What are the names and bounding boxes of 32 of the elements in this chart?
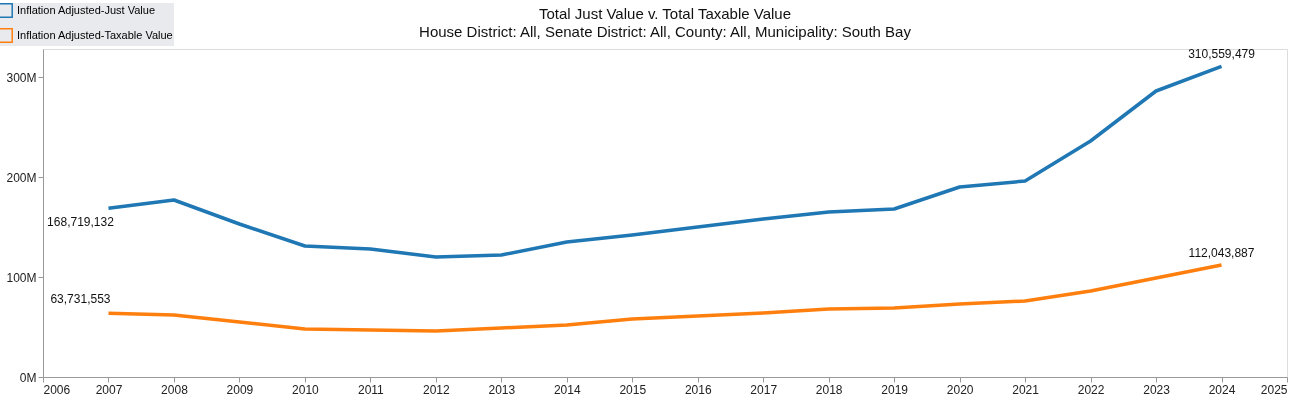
data-label: 63,731,553 [50, 292, 111, 307]
x-tick-label: 2022 [1077, 382, 1105, 397]
x-tick-label: 2006 [43, 382, 71, 397]
x-tick-label: 2025 [1260, 382, 1288, 397]
legend-label: Inflation Adjusted-Taxable Value [17, 28, 173, 41]
x-tick-label: 2009 [226, 382, 254, 397]
data-label: 310,559,479 [1188, 47, 1256, 62]
x-tick-label: 2015 [619, 382, 647, 397]
data-label: 112,043,887 [1188, 245, 1255, 260]
x-tick-label: 2010 [292, 382, 320, 397]
y-tick-label: 0M [19, 370, 37, 385]
data-label: 168,719,132 [47, 215, 115, 230]
x-tick-label: 2016 [684, 382, 712, 397]
x-tick-label: 2011 [357, 382, 385, 397]
x-tick-label: 2007 [95, 382, 123, 397]
x-tick-label: 2012 [422, 382, 451, 397]
chart-title: Total Just Value v. Total Taxable Value [538, 5, 792, 23]
y-tick-label: 200M [6, 170, 37, 185]
x-tick-label: 2024 [1208, 382, 1236, 397]
x-tick-label: 2020 [946, 382, 974, 397]
x-tick-label: 2018 [815, 382, 843, 397]
y-tick-label: 300M [6, 70, 37, 85]
chart-subtitle: House District: All, Senate District: All, County: All, Municipality: South Bay [419, 23, 912, 41]
x-tick-label: 2021 [1012, 382, 1040, 397]
x-tick-label: 2023 [1143, 382, 1171, 397]
x-tick-label: 2008 [161, 382, 189, 397]
y-tick-label: 100M [6, 270, 37, 285]
x-tick-label: 2014 [553, 382, 581, 397]
x-tick-label: 2013 [488, 382, 516, 397]
x-tick-label: 2017 [750, 382, 778, 397]
legend-label: Inflation Adjusted-Just Value [17, 3, 155, 16]
x-tick-label: 2019 [881, 382, 909, 397]
